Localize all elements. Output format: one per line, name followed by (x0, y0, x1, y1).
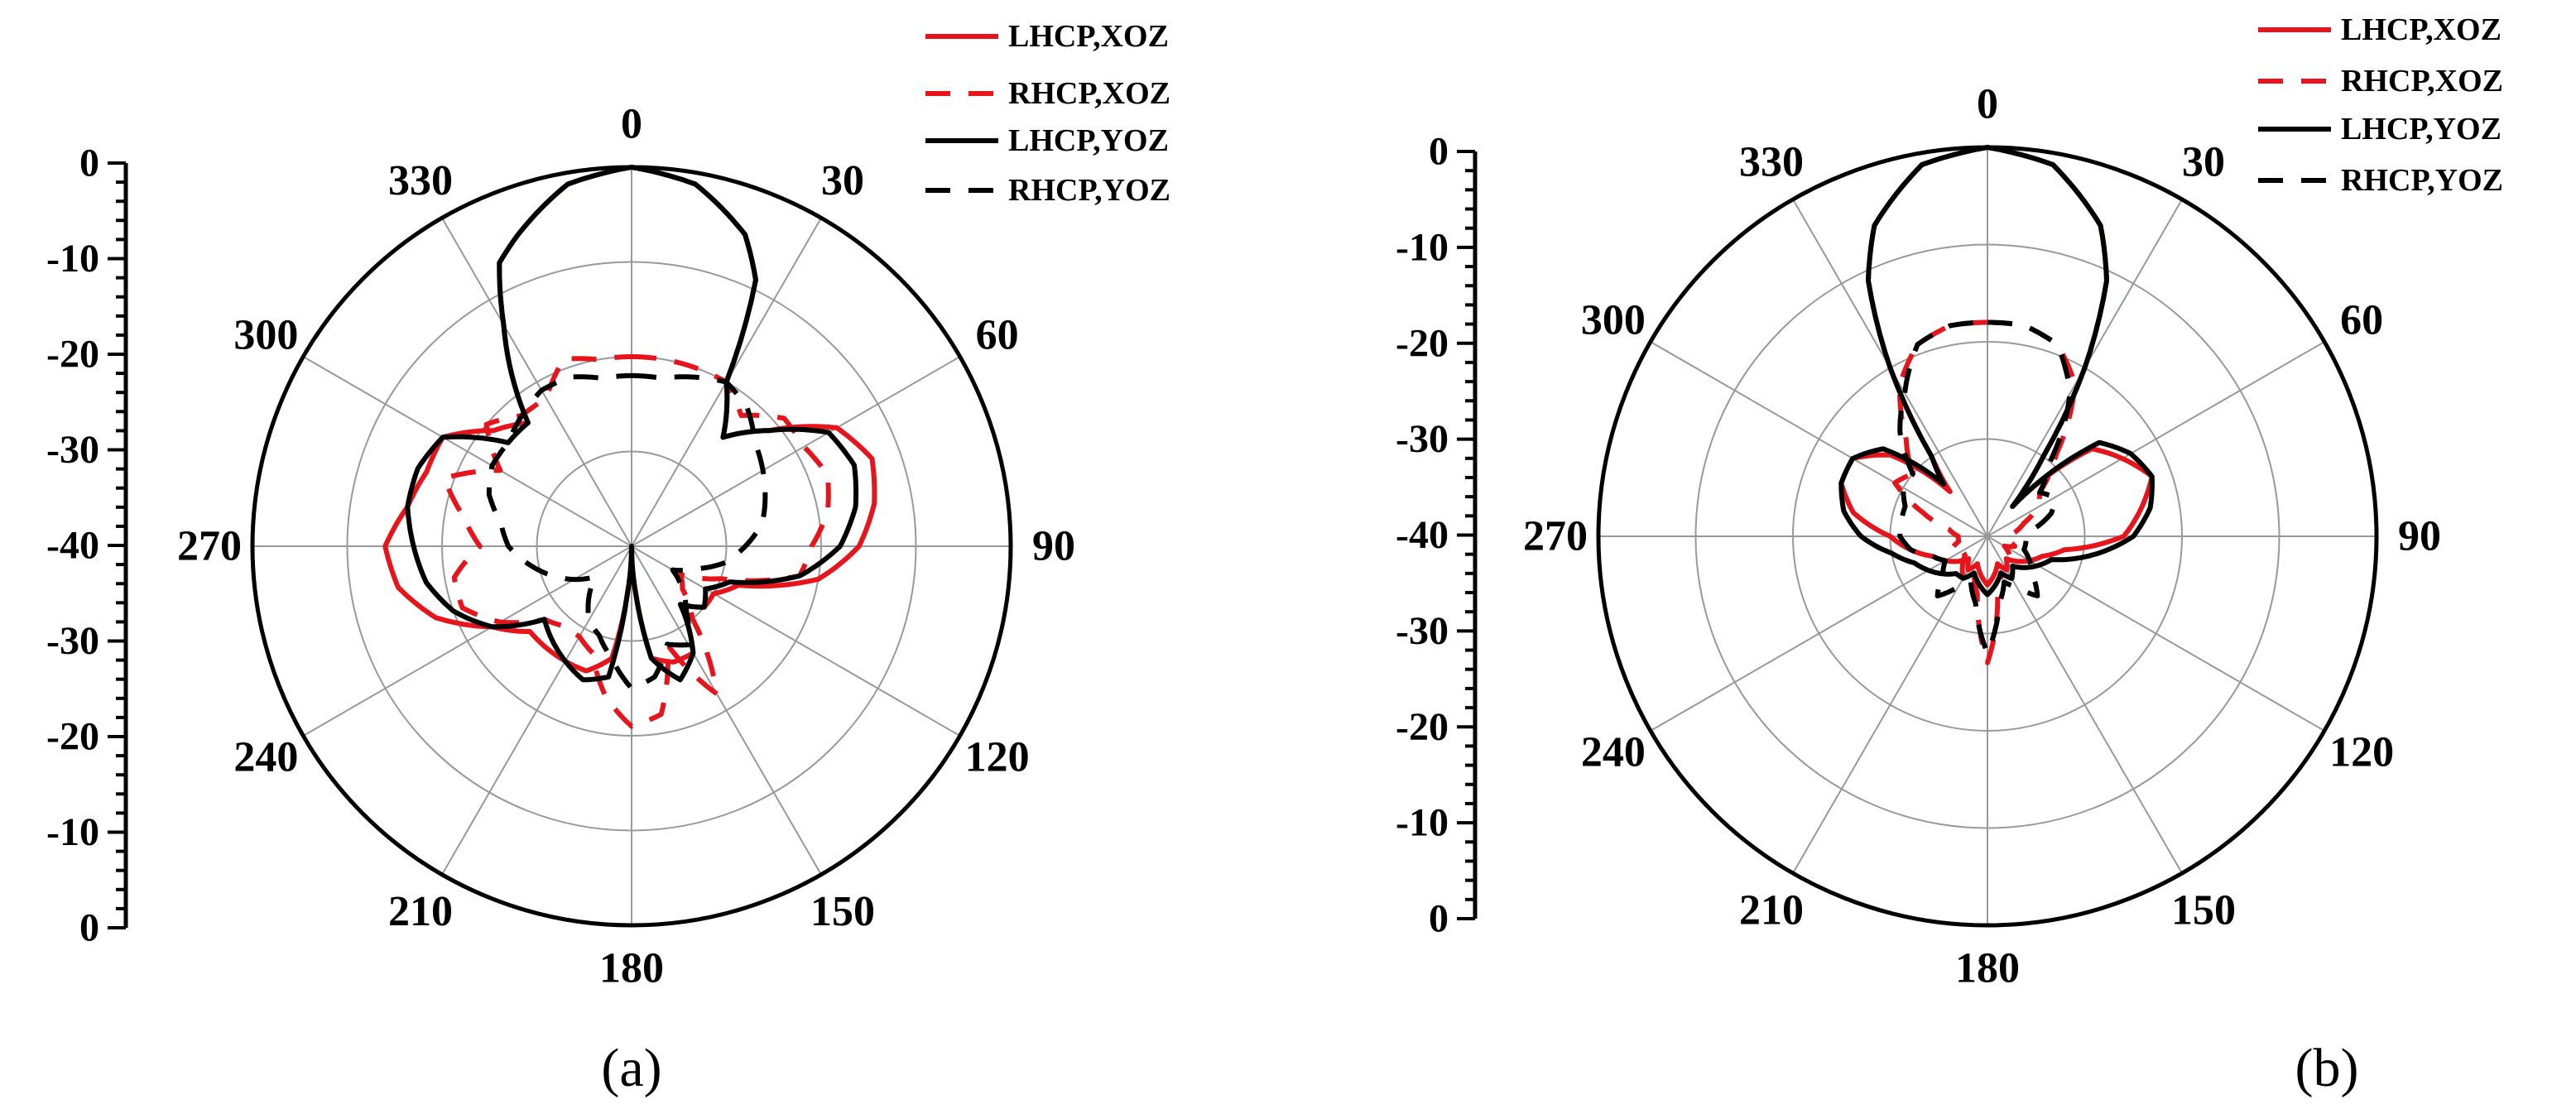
series-line-lhcp-yoz (405, 165, 859, 683)
polar-chart-b: 0 30 60 90 120 150 180 210 240 270 300 330 0 -10 -20 -3… (1396, 12, 2503, 1098)
legend-label: LHCP,YOZ (1008, 123, 1169, 158)
legend-label: LHCP,XOZ (1008, 19, 1169, 54)
radial-axis: 0 -10 -20 -30 -40 -30 -20 -10 0 (1396, 130, 1478, 941)
grid-spoke (441, 217, 632, 547)
radial-tick-label: -20 (1396, 321, 1449, 365)
angle-tick-label: 120 (2329, 729, 2394, 776)
radial-tick-label: 0 (79, 142, 99, 185)
grid-spoke (1987, 535, 2183, 874)
radial-tick-label: 0 (79, 906, 99, 950)
angle-tick-label: 120 (965, 734, 1030, 781)
grid-spoke (1792, 535, 1988, 874)
angle-tick-label: 150 (810, 888, 875, 935)
angle-tick-label: 270 (1523, 513, 1588, 560)
angle-tick-label: 240 (1581, 729, 1646, 776)
grid-spoke (302, 356, 632, 547)
radial-axis: 0 -10 -20 -30 -40 -30 -20 -10 0 (46, 142, 128, 950)
legend-label: RHCP,XOZ (1008, 76, 1170, 111)
angle-tick-label: 330 (388, 157, 453, 204)
subfigure-label: (b) (2295, 1038, 2359, 1098)
radial-tick-label: -20 (1396, 705, 1449, 749)
grid-spoke (1987, 535, 2325, 732)
series-line-rhcp-yoz (1897, 319, 2073, 655)
radial-tick-label: -40 (1396, 513, 1449, 557)
angle-tick-label: 210 (388, 888, 453, 935)
radial-tick-label: -10 (1396, 225, 1449, 269)
series-line-rhcp-xoz (1892, 319, 2078, 665)
angle-tick-label: 210 (1739, 887, 1804, 934)
grid-spoke (631, 545, 822, 876)
grid-spoke (1650, 341, 1988, 537)
legend-label: RHCP,XOZ (2341, 64, 2503, 98)
radial-tick-label: -20 (46, 333, 99, 377)
legend-label: RHCP,YOZ (2341, 163, 2503, 198)
grid-spoke (631, 545, 961, 737)
angle-tick-label: 30 (821, 157, 864, 204)
angle-tick-label: 180 (1955, 945, 2020, 992)
series-line-lhcp-yoz (1838, 145, 2155, 598)
radial-tick-label: -30 (46, 619, 99, 663)
polar-grid (1598, 147, 2377, 925)
radial-tick-label: 0 (1429, 130, 1449, 174)
angle-tick-label: 300 (1581, 297, 1646, 344)
series-line-lhcp-xoz (382, 165, 877, 674)
radial-tick-label: -30 (46, 428, 99, 472)
legend-label: RHCP,YOZ (1008, 173, 1170, 208)
radial-tick-label: 0 (1429, 897, 1449, 941)
radial-tick-label: -30 (1396, 609, 1449, 653)
angle-tick-label: 60 (976, 312, 1019, 359)
angle-tick-label: 270 (177, 523, 242, 570)
radial-tick-label: -40 (46, 524, 99, 568)
grid-spoke (1650, 535, 1988, 732)
grid-spoke (631, 356, 961, 547)
series-line-rhcp-xoz (442, 354, 831, 729)
radial-tick-label: -10 (1396, 801, 1449, 845)
angle-tick-label: 240 (233, 734, 298, 781)
radial-tick-label: -20 (46, 715, 99, 759)
angle-tick-label: 90 (2398, 513, 2441, 560)
legend: LHCP,XOZ RHCP,XOZ LHCP,YOZ RHCP,YOZ (2258, 12, 2503, 198)
angle-tick-label: 180 (599, 945, 664, 992)
legend-label: LHCP,YOZ (2341, 112, 2502, 146)
angle-tick-label: 60 (2340, 297, 2383, 344)
radial-tick-label: -30 (1396, 417, 1449, 461)
angle-tick-label: 90 (1032, 523, 1075, 570)
angle-tick-label: 0 (1977, 81, 1998, 128)
angle-tick-label: 30 (2182, 138, 2225, 185)
angle-tick-label: 150 (2171, 887, 2236, 934)
legend-label: LHCP,XOZ (2341, 12, 2502, 47)
angle-tick-label: 300 (233, 312, 298, 359)
angle-tick-label: 0 (621, 101, 642, 148)
angle-tick-label: 330 (1739, 138, 1804, 185)
polar-chart-a: 0 30 60 90 120 150 180 210 240 270 300 330 0 -10 -20 -3… (46, 19, 1170, 1098)
legend: LHCP,XOZ RHCP,XOZ LHCP,YOZ RHCP,YOZ (925, 19, 1170, 208)
subfigure-label: (a) (601, 1038, 661, 1098)
radial-tick-label: -10 (46, 237, 99, 281)
radial-tick-label: -10 (46, 810, 99, 854)
grid-spoke (441, 545, 632, 876)
series-line-rhcp-yoz (486, 372, 768, 691)
grid-spoke (1987, 341, 2325, 537)
